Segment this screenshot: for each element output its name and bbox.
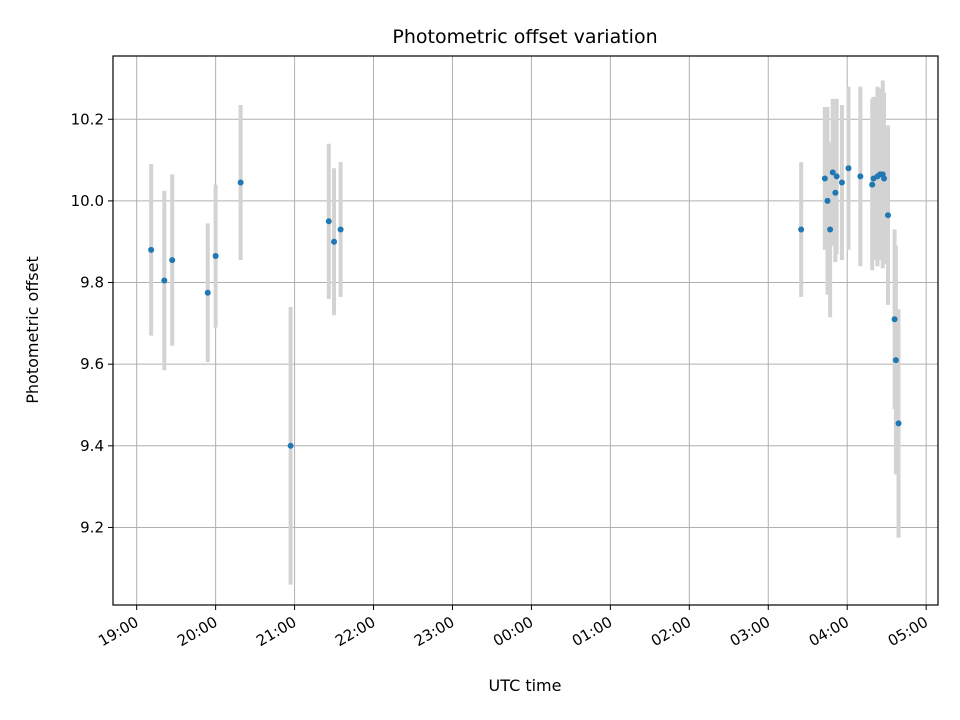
y-axis-title: Photometric offset [23, 256, 42, 404]
data-point [824, 197, 831, 204]
y-tick-label: 9.6 [80, 355, 104, 373]
data-point [857, 173, 864, 180]
data-point [845, 165, 852, 172]
data-point [237, 179, 244, 186]
data-point [881, 175, 888, 182]
data-point [148, 246, 155, 253]
x-axis-title: UTC time [489, 676, 562, 695]
data-point [161, 277, 168, 284]
data-point [287, 442, 294, 449]
data-point [891, 316, 898, 323]
grid-layer [113, 56, 938, 605]
point-layer [148, 165, 902, 449]
chart-title: Photometric offset variation [392, 26, 657, 48]
y-tick-label: 10.0 [71, 192, 104, 210]
data-point [331, 238, 338, 245]
data-point [829, 169, 836, 176]
data-point [833, 173, 840, 180]
data-point [885, 212, 891, 219]
data-point [204, 289, 211, 296]
data-point [838, 179, 845, 186]
data-point [325, 218, 332, 225]
data-point [798, 226, 805, 233]
data-point [169, 257, 176, 264]
data-point [337, 226, 344, 233]
y-tick-label: 9.8 [80, 274, 104, 292]
y-axis: 9.2 9.4 9.6 9.8 10.0 10.2 [71, 110, 113, 536]
data-point [869, 181, 876, 188]
y-tick-label: 9.2 [80, 518, 104, 536]
data-point [212, 253, 219, 260]
data-point [892, 357, 899, 364]
y-tick-label: 9.4 [80, 437, 104, 455]
data-point [821, 175, 828, 182]
data-point [827, 226, 834, 233]
data-point [895, 420, 902, 427]
plot-frame [112, 55, 939, 606]
y-tick-label: 10.2 [71, 110, 104, 128]
data-point [832, 189, 839, 196]
